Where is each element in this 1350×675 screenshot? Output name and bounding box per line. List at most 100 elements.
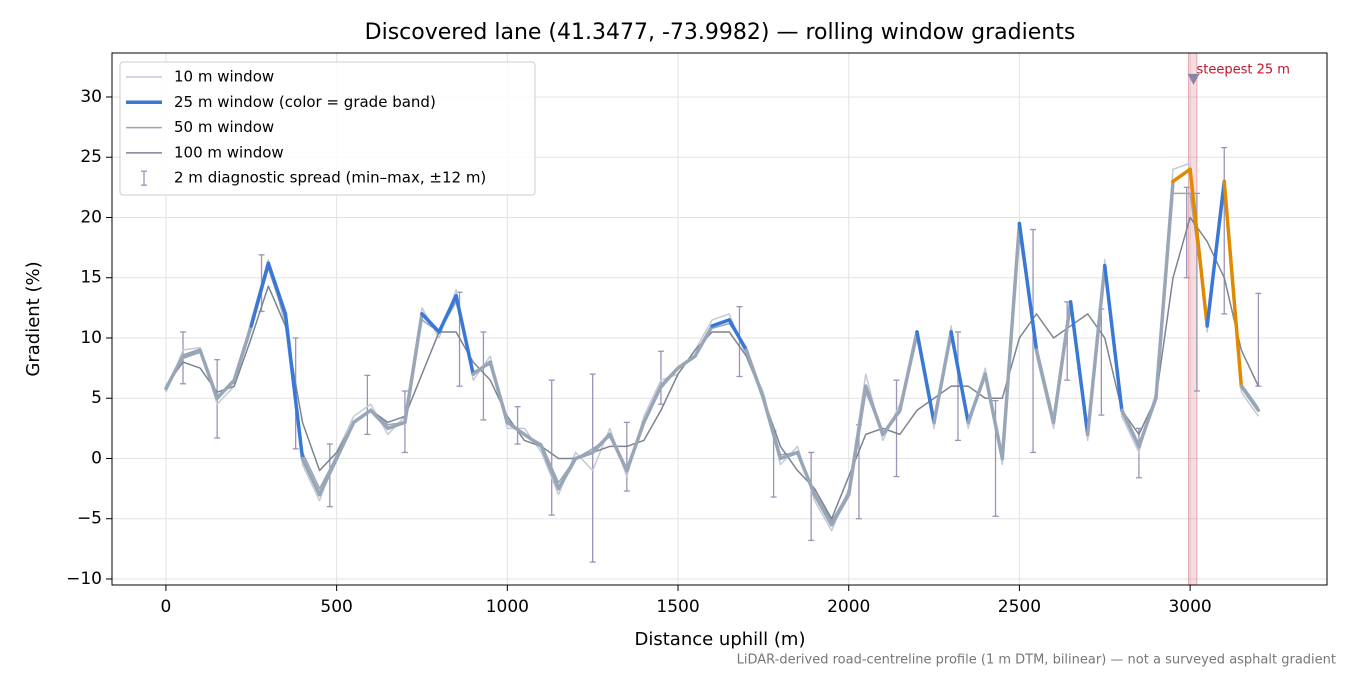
line-segment xyxy=(590,432,612,455)
x-tick-label: 500 xyxy=(320,597,352,617)
line-segment xyxy=(351,408,373,425)
y-tick-label: 20 xyxy=(80,207,102,227)
error-bar xyxy=(480,331,487,421)
x-tick-label: 1000 xyxy=(486,597,529,617)
y-tick-label: 30 xyxy=(80,87,102,107)
line-segment xyxy=(1051,300,1073,425)
legend-label: 10 m window xyxy=(174,68,274,86)
line-segment xyxy=(693,324,714,358)
error-bar xyxy=(623,421,630,492)
y-tick-label: −10 xyxy=(66,569,102,589)
line-segment xyxy=(454,294,475,376)
y-tick-label: 10 xyxy=(80,328,102,348)
legend-box xyxy=(119,61,536,196)
error-bar xyxy=(736,305,743,378)
line-segment xyxy=(864,384,885,437)
line-segment xyxy=(1171,167,1192,184)
legend: 10 m window 25 m window (color = grade ba… xyxy=(119,61,536,196)
line-segment xyxy=(164,354,185,391)
error-bar xyxy=(514,406,521,445)
chart-title: Discovered lane (41.3477, -73.9982) — ro… xyxy=(365,20,1076,45)
line-segment xyxy=(676,354,697,370)
legend-label: 2 m diagnostic spread (min–max, ±12 m) xyxy=(174,169,486,187)
axes: 0 500 1000 1500 2000 2500 3000 −10 −5 0 5 10 15 20 25 3… xyxy=(66,87,1212,617)
error-bar xyxy=(1183,186,1190,279)
legend-label: 25 m window (color = grade band) xyxy=(174,93,436,111)
line-segment xyxy=(812,492,834,527)
line-segment xyxy=(1085,263,1107,437)
error-bar xyxy=(1030,228,1037,454)
line-segment xyxy=(710,318,731,328)
highlight-span xyxy=(1187,52,1198,586)
line-segment xyxy=(573,450,595,461)
line-segment xyxy=(625,420,646,473)
line-segment xyxy=(1017,221,1039,352)
y-tick-label: 25 xyxy=(80,147,102,167)
y-tick-label: 15 xyxy=(80,268,102,288)
y-tick-label: 5 xyxy=(91,388,102,408)
line-segment xyxy=(1205,179,1226,328)
line-segment xyxy=(420,312,441,334)
x-axis-label: Distance uphill (m) xyxy=(635,629,806,650)
error-bar xyxy=(657,350,664,405)
line-segment xyxy=(403,312,424,425)
line-segment xyxy=(505,420,527,437)
y-axis-label: Gradient (%) xyxy=(23,261,44,376)
error-bar xyxy=(893,379,900,478)
line-segment xyxy=(437,294,458,334)
line-segment xyxy=(915,330,936,425)
line-segment xyxy=(881,408,902,437)
line-segment xyxy=(471,360,493,376)
line-segment xyxy=(642,384,663,425)
line-segment xyxy=(778,450,800,461)
error-bar xyxy=(364,374,371,436)
x-tick-label: 2500 xyxy=(998,597,1041,617)
line-segment xyxy=(539,444,561,491)
x-tick-label: 1500 xyxy=(656,597,699,617)
line-segment xyxy=(232,324,254,382)
line-segment xyxy=(283,312,305,461)
error-bar xyxy=(1221,146,1228,315)
line-segment xyxy=(932,330,953,425)
plot-area: steepest 25 m xyxy=(164,52,1290,586)
line-segment xyxy=(1137,396,1158,449)
error-bar xyxy=(808,451,815,542)
x-tick-label: 3000 xyxy=(1168,597,1211,617)
line-segment xyxy=(727,318,749,352)
line-segment xyxy=(369,408,390,431)
line-segment xyxy=(317,456,339,497)
line-segment xyxy=(522,432,544,449)
line-segment xyxy=(846,384,868,497)
line-segment xyxy=(983,372,1005,461)
error-bar xyxy=(548,379,555,516)
line-segment xyxy=(215,378,236,400)
y-tick-label: 0 xyxy=(91,448,102,468)
line-segment xyxy=(1000,221,1022,461)
line-segment xyxy=(1239,384,1261,413)
line-segment xyxy=(1034,348,1056,425)
line-segment xyxy=(266,261,288,316)
line-segment xyxy=(334,420,356,461)
line-segment xyxy=(795,450,817,497)
line-segment xyxy=(659,366,680,388)
line-segment xyxy=(607,432,629,473)
line-segment xyxy=(1154,179,1175,400)
line-segment xyxy=(761,396,783,461)
line-segment xyxy=(1120,408,1141,449)
line-segment xyxy=(898,330,919,413)
error-bar xyxy=(589,373,596,563)
axes-frame xyxy=(111,52,1328,586)
x-tick-label: 2000 xyxy=(827,597,870,617)
line-segment xyxy=(949,330,970,425)
x-tick-label: 0 xyxy=(161,597,172,617)
line-segment xyxy=(386,420,407,431)
footnote: LiDAR-derived road-centreline profile (1… xyxy=(737,653,1336,668)
annotation: steepest 25 m xyxy=(1197,63,1290,78)
line-segment xyxy=(300,456,322,497)
line-segment xyxy=(1188,167,1209,328)
line-segment xyxy=(1068,300,1090,437)
line-segment xyxy=(1103,263,1124,413)
line-segment xyxy=(249,261,271,328)
line-segment xyxy=(966,372,988,425)
